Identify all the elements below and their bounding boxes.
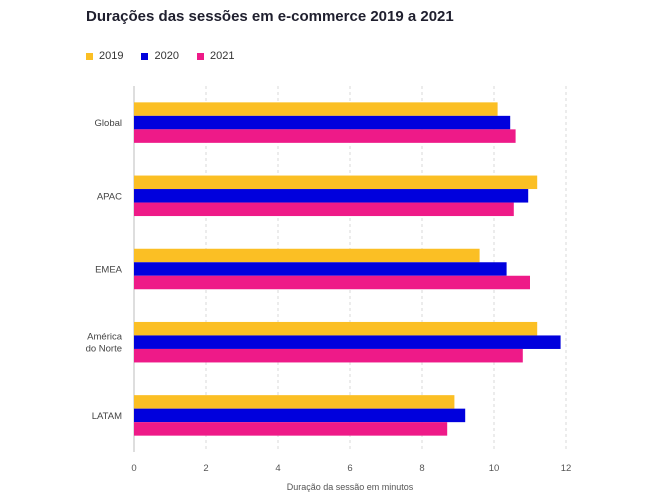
bar-2019-2	[134, 248, 480, 263]
bar-2019-1	[134, 175, 538, 190]
x-tick-label: 6	[347, 463, 352, 474]
bar-2020-0	[134, 115, 511, 130]
bar-2021-4	[134, 422, 448, 436]
category-label-line: do Norte	[86, 344, 122, 355]
legend: 2019 2020 2021	[86, 50, 234, 62]
x-axis-title: Duração da sessão em minutos	[287, 482, 414, 492]
legend-swatch	[141, 52, 149, 60]
category-label: EMEA	[95, 265, 123, 276]
bar-2019-4	[134, 395, 455, 409]
legend-swatch	[196, 52, 204, 60]
category-label-line: EMEA	[95, 265, 123, 276]
chart-title: Durações das sessões em e-commerce 2019 …	[86, 8, 454, 25]
legend-label: 2020	[154, 50, 179, 62]
x-tick-label: 10	[489, 463, 500, 474]
category-label: LATAM	[92, 411, 122, 422]
legend-label: 2021	[209, 50, 235, 62]
x-tick-label: 4	[275, 463, 280, 474]
bar-2021-0	[134, 129, 516, 143]
x-tick-label: 2	[203, 463, 208, 474]
legend-swatch	[86, 52, 93, 60]
category-label-line: Global	[95, 118, 122, 129]
bar-2019-0	[134, 102, 498, 116]
bar-2021-1	[134, 202, 514, 217]
legend-item-2019: 2019	[86, 50, 123, 62]
bar-2020-3	[134, 335, 561, 349]
category-label-line: LATAM	[92, 411, 122, 422]
bar-2021-2	[134, 275, 530, 290]
category-label-line: América	[87, 332, 123, 343]
category-label: APAC	[97, 191, 122, 202]
category-labels: Global APAC EMEA América do Norte LATAM	[86, 118, 123, 422]
bar-2020-4	[134, 408, 466, 423]
legend-label: 2019	[99, 50, 124, 62]
x-tick-labels: 0 2 4 6 8 10 12	[131, 463, 571, 474]
category-label-line: APAC	[97, 191, 122, 202]
bar-2020-1	[134, 189, 529, 203]
bar-2020-2	[134, 262, 507, 276]
legend-item-2020: 2020	[141, 50, 179, 62]
x-tick-label: 8	[419, 463, 424, 474]
bar-2021-3	[134, 348, 523, 363]
category-label: América do Norte	[86, 332, 123, 355]
x-tick-label: 0	[131, 463, 136, 474]
bars	[134, 102, 561, 436]
legend-item-2021: 2021	[196, 50, 235, 62]
x-tick-label: 12	[561, 463, 572, 474]
category-label: Global	[95, 118, 122, 129]
bar-2019-3	[134, 321, 538, 336]
